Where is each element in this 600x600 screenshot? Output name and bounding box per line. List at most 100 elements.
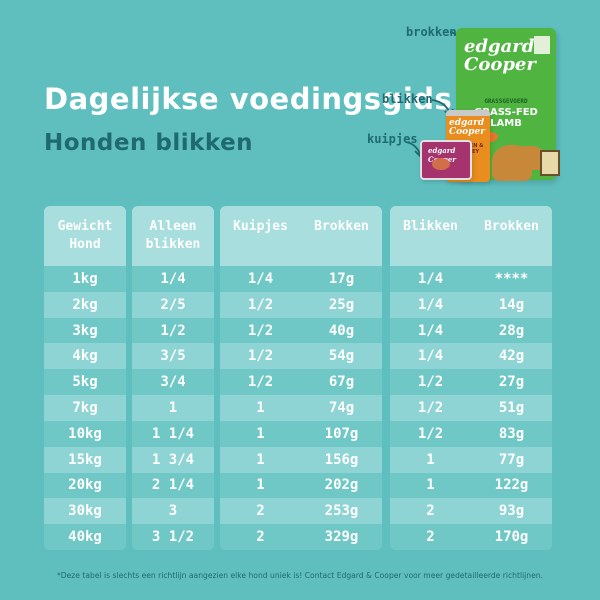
dog-illustration-icon xyxy=(492,145,532,181)
table-cell: 3kg xyxy=(72,322,98,339)
header-weight: Gewicht Hond xyxy=(57,219,113,252)
table-cell: 1/2 xyxy=(160,322,186,339)
table-row: 1/4 14g xyxy=(390,291,552,318)
table-cell: 1/4 xyxy=(247,270,274,287)
page-title: Dagelijkse voedingsgids xyxy=(44,82,453,116)
bag-brand: edgard Cooper xyxy=(464,36,536,75)
table-cell: 122g xyxy=(494,477,529,494)
table-cell: 1/4 xyxy=(417,296,444,313)
mix-cans-rows: 1/4 **** 1/4 14g 1/4 28g 1/4 42g 1/2 27g 1/2 51g 1/2… xyxy=(390,266,552,550)
table-cell: 1kg xyxy=(72,270,98,287)
table-row: 2 93g xyxy=(390,498,552,525)
table-cell: 30kg xyxy=(68,503,102,520)
table-cell: 1/2 xyxy=(247,348,274,365)
table-row: 1 74g xyxy=(220,395,382,421)
column-header: Blikken Brokken xyxy=(390,206,552,266)
table-row: 1/2 51g xyxy=(390,395,552,421)
table-cell: 1 xyxy=(168,399,178,416)
table-cell: 1/4 xyxy=(417,322,444,339)
table-row: 4kg xyxy=(44,343,126,370)
table-cell: 156g xyxy=(324,451,359,468)
table-row: 1 122g xyxy=(390,472,552,499)
table-row: 1/4 **** xyxy=(390,266,552,292)
table-row: 3 1/2 xyxy=(132,524,214,550)
table-row: 1/2 xyxy=(132,317,214,344)
table-row: 15kg xyxy=(44,446,126,473)
column-weight: Gewicht Hond 1kg 2kg 3kg 4kg 5kg 7kg 10kg 15kg 2… xyxy=(44,206,126,550)
table-row: 1 156g xyxy=(220,446,382,473)
table-row: 3kg xyxy=(44,317,126,344)
table-row: 1/4 17g xyxy=(220,266,382,292)
table-row: 10kg xyxy=(44,420,126,447)
table-row: 1 107g xyxy=(220,420,382,447)
table-row: 1 202g xyxy=(220,472,382,499)
column-alone: Alleen blikken 1/4 2/5 1/2 3/5 3/4 1 1 1/4 1 3/… xyxy=(132,206,214,550)
table-cell: 1 xyxy=(426,451,435,468)
table-row: 1 xyxy=(132,395,214,421)
table-cell: 1/2 xyxy=(247,322,274,339)
table-cell: 1/4 xyxy=(160,270,186,287)
column-mix-cans: Blikken Brokken 1/4 **** 1/4 14g 1/4 28g 1/4 42… xyxy=(390,206,552,550)
carrot-icon xyxy=(482,132,498,142)
table-cell: 107g xyxy=(324,425,359,442)
page-subtitle: Honden blikken xyxy=(44,130,254,156)
table-row: 1 3/4 xyxy=(132,446,214,473)
table-row: 30kg xyxy=(44,498,126,525)
table-row: 7kg xyxy=(44,395,126,421)
table-cell: 40kg xyxy=(68,529,102,546)
table-row: 2kg xyxy=(44,291,126,318)
food-icon xyxy=(432,158,450,170)
table-cell: 1/2 xyxy=(417,374,444,391)
header-kuipjes: Kuipjes xyxy=(233,219,288,234)
table-cell: 1 xyxy=(256,399,265,416)
table-cell: 2 xyxy=(426,529,435,546)
table-cell: 1/2 xyxy=(417,399,444,416)
table-cell: 1/4 xyxy=(417,270,444,287)
table-row: 1/4 28g xyxy=(390,317,552,344)
table-row: 1/2 25g xyxy=(220,291,382,318)
table-cell: 253g xyxy=(324,503,359,520)
table-cell: 2/5 xyxy=(160,296,186,313)
bag-variety: GRASSGEVOERD xyxy=(484,98,528,105)
table-cell: 2 xyxy=(256,503,265,520)
table-cell: 1 3/4 xyxy=(151,451,195,468)
header-brokken: Brokken xyxy=(484,219,539,234)
table-row: 1/2 27g xyxy=(390,369,552,396)
table-cell: 329g xyxy=(324,529,359,546)
table-cell: 3 xyxy=(168,503,178,520)
can-rim xyxy=(446,110,490,116)
table-cell: 17g xyxy=(328,270,355,287)
table-row: 1 77g xyxy=(390,446,552,473)
table-cell: 202g xyxy=(324,477,359,494)
table-cell: 74g xyxy=(328,399,355,416)
table-row: 1/2 54g xyxy=(220,343,382,370)
table-cell: 51g xyxy=(498,399,525,416)
table-cell: 1 xyxy=(256,425,265,442)
table-row: 2/5 xyxy=(132,291,214,318)
sign-icon xyxy=(540,150,560,176)
table-cell: 25g xyxy=(328,296,355,313)
table-cell: 2 xyxy=(256,529,265,546)
table-row: 3 xyxy=(132,498,214,525)
table-row: 1 1/4 xyxy=(132,420,214,447)
tag-brokken: brokken xyxy=(406,25,457,39)
tub-image: edgard Cooper xyxy=(420,140,472,180)
alone-rows: 1/4 2/5 1/2 3/5 3/4 1 1 1/4 1 3/4 2 1/4 3 3 1/2 xyxy=(132,266,214,550)
table-cell: 20kg xyxy=(68,477,102,494)
column-mix-tubs: Kuipjes Brokken 1/4 17g 1/2 25g 1/2 40g 1/2 54g… xyxy=(220,206,382,550)
table-cell: 4kg xyxy=(72,348,98,365)
table-cell: 27g xyxy=(498,374,525,391)
table-cell: 3/4 xyxy=(160,374,186,391)
table-cell: 40g xyxy=(328,322,355,339)
table-row: 5kg xyxy=(44,369,126,396)
table-cell: 14g xyxy=(498,296,525,313)
table-cell: 28g xyxy=(498,322,525,339)
table-row: 1kg xyxy=(44,266,126,292)
table-cell: 1 1/4 xyxy=(151,425,195,442)
table-cell: 83g xyxy=(498,425,525,442)
table-cell: 10kg xyxy=(68,425,102,442)
tag-kuipjes: kuipjes xyxy=(367,132,418,146)
column-header: Kuipjes Brokken xyxy=(220,206,382,266)
bag-label: GRASS-FED LAMB xyxy=(474,107,538,129)
table-cell: 1/2 xyxy=(417,425,444,442)
